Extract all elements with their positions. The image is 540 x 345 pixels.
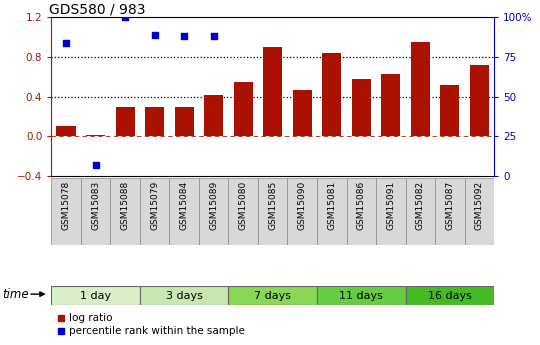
Text: GSM15085: GSM15085 xyxy=(268,181,277,230)
Bar xyxy=(440,85,460,136)
Bar xyxy=(258,178,287,245)
Bar xyxy=(116,107,134,136)
Point xyxy=(91,162,100,168)
Text: GSM15078: GSM15078 xyxy=(62,181,71,230)
Bar xyxy=(406,286,494,305)
Bar xyxy=(81,178,110,245)
Bar xyxy=(376,178,406,245)
Bar xyxy=(411,42,430,136)
Bar xyxy=(263,47,282,136)
Bar xyxy=(228,286,317,305)
Bar xyxy=(406,178,435,245)
Bar xyxy=(322,53,341,136)
Text: 7 days: 7 days xyxy=(254,291,291,301)
Bar xyxy=(347,178,376,245)
Point xyxy=(180,33,188,39)
Bar xyxy=(381,74,400,136)
Point xyxy=(121,14,130,20)
Bar xyxy=(110,178,140,245)
Text: GSM15084: GSM15084 xyxy=(180,181,188,230)
Bar xyxy=(435,178,464,245)
Bar xyxy=(57,126,76,136)
Bar xyxy=(51,286,140,305)
Text: GSM15091: GSM15091 xyxy=(386,181,395,230)
Text: GSM15090: GSM15090 xyxy=(298,181,307,230)
Text: GSM15079: GSM15079 xyxy=(150,181,159,230)
Bar xyxy=(287,178,317,245)
Text: 16 days: 16 days xyxy=(428,291,472,301)
Bar xyxy=(140,286,228,305)
Text: GSM15081: GSM15081 xyxy=(327,181,336,230)
Bar xyxy=(317,286,406,305)
Text: 1 day: 1 day xyxy=(80,291,111,301)
Text: time: time xyxy=(3,288,29,300)
Text: GDS580 / 983: GDS580 / 983 xyxy=(49,2,146,16)
Bar xyxy=(174,107,194,136)
Text: 3 days: 3 days xyxy=(166,291,202,301)
Bar xyxy=(228,178,258,245)
Bar xyxy=(199,178,228,245)
Bar xyxy=(293,90,312,136)
Point xyxy=(150,32,159,38)
Bar xyxy=(170,178,199,245)
Point xyxy=(210,33,218,39)
Bar xyxy=(317,178,347,245)
Text: GSM15083: GSM15083 xyxy=(91,181,100,230)
Bar xyxy=(470,65,489,136)
Text: GSM15087: GSM15087 xyxy=(446,181,454,230)
Text: GSM15086: GSM15086 xyxy=(357,181,366,230)
Bar xyxy=(86,135,105,136)
Legend: log ratio, percentile rank within the sample: log ratio, percentile rank within the sa… xyxy=(57,313,245,336)
Bar xyxy=(145,107,164,136)
Bar xyxy=(51,178,81,245)
Bar xyxy=(352,79,371,136)
Text: GSM15082: GSM15082 xyxy=(416,181,425,230)
Text: 11 days: 11 days xyxy=(339,291,383,301)
Bar xyxy=(140,178,170,245)
Text: GSM15080: GSM15080 xyxy=(239,181,248,230)
Text: GSM15092: GSM15092 xyxy=(475,181,484,230)
Point xyxy=(62,40,70,46)
Bar xyxy=(204,95,223,136)
Text: GSM15088: GSM15088 xyxy=(120,181,130,230)
Text: GSM15089: GSM15089 xyxy=(209,181,218,230)
Bar xyxy=(464,178,494,245)
Bar xyxy=(234,82,253,136)
